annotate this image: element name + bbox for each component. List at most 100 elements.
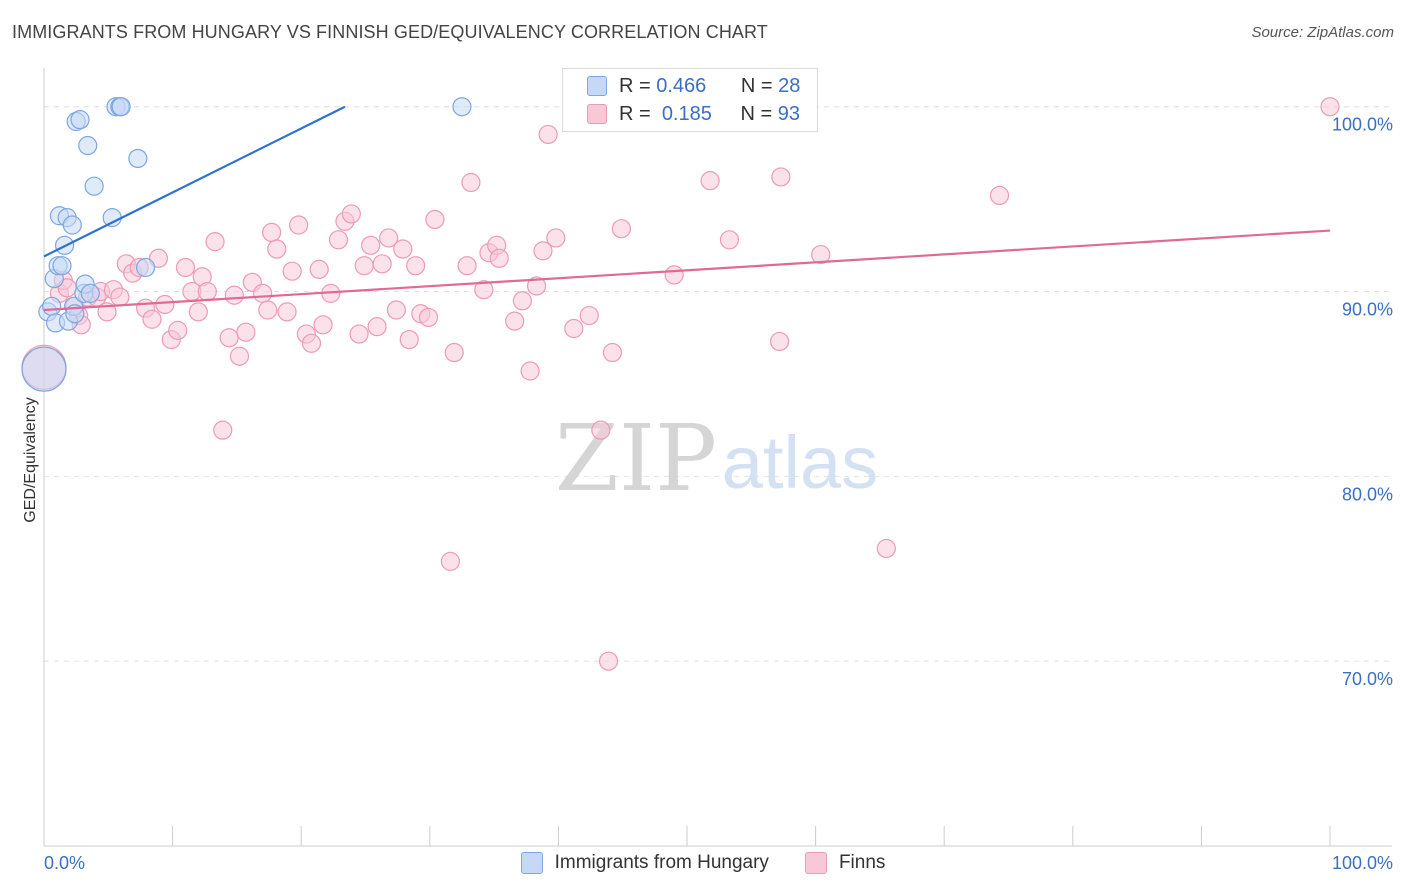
stats-legend: R = 0.466 N = 28 R = 0.185 N = 93: [562, 68, 818, 132]
finns-point: [538, 124, 558, 145]
x-tick-label: 100.0%: [1332, 853, 1393, 873]
legend-swatch-finns: [587, 104, 607, 124]
hungary-point: [111, 97, 131, 117]
finns-point: [505, 311, 525, 331]
finns-point: [110, 287, 130, 307]
hungary-point: [21, 346, 67, 392]
finns-point: [771, 167, 791, 187]
finns-point: [197, 281, 217, 302]
hungary-trend-line: [43, 105, 346, 258]
tick-labels: 70.0% 80.0% 90.0% 100.0% 0.0% 100.0% GED/Equiv…: [22, 115, 1393, 873]
finns-point: [526, 276, 547, 296]
finns-point: [341, 204, 361, 224]
finns-point: [313, 315, 333, 335]
legend-r-label: R =: [619, 102, 651, 125]
hungary-point: [42, 296, 62, 316]
finns-point: [664, 265, 684, 285]
finns-point: [602, 342, 623, 363]
hungary-point: [128, 148, 148, 169]
legend-r-value: 0.466: [656, 74, 707, 97]
finns-point: [700, 171, 720, 191]
y-tick-label: 100.0%: [1332, 115, 1393, 135]
finns-point: [598, 651, 619, 671]
finns-point: [367, 317, 387, 337]
finns-point: [258, 300, 278, 320]
finns-point: [461, 172, 481, 193]
x-tick-label: 0.0%: [44, 853, 85, 873]
finns-trend-line: [43, 229, 1331, 312]
hungary-point: [84, 176, 104, 196]
hungary-point: [452, 97, 472, 117]
trend-lines: [43, 105, 1331, 312]
series-legend: Immigrants from Hungary Finns: [0, 852, 1406, 874]
finns-point: [719, 230, 740, 250]
finns-point: [142, 309, 162, 329]
finns-point: [876, 538, 896, 559]
finns-point: [1320, 97, 1340, 117]
watermark: ZIP atlas: [555, 405, 878, 512]
grid-lines: [44, 106, 1392, 662]
y-axis-label: GED/Equivalency: [22, 397, 39, 522]
finns-point: [811, 244, 831, 265]
finns-point: [379, 228, 399, 248]
finns-point: [989, 185, 1010, 206]
finns-point: [474, 280, 494, 300]
legend-swatch-hungary: [520, 852, 543, 874]
axes: [43, 68, 1392, 847]
legend-item-hungary: Immigrants from Hungary: [520, 852, 769, 874]
legend-n-value: 93: [777, 102, 800, 125]
hungary-point: [80, 283, 100, 303]
finns-point: [361, 235, 381, 255]
finns-point: [301, 333, 322, 353]
finns-point: [267, 239, 287, 259]
legend-n-value: 28: [778, 74, 801, 97]
watermark-atlas: atlas: [722, 421, 878, 504]
chart-source: Source: ZipAtlas.com: [1251, 24, 1394, 41]
legend-item-finns: Finns: [804, 852, 886, 874]
hungary-point: [62, 215, 82, 235]
finns-point: [155, 294, 175, 315]
legend-swatch-finns: [804, 852, 827, 874]
legend-r-value: 0.185: [661, 102, 712, 125]
finns-point: [213, 420, 233, 440]
hungary-point: [78, 135, 98, 156]
finns-points: [21, 97, 1340, 671]
finns-point: [277, 302, 297, 322]
legend-n-label: N =: [740, 74, 773, 97]
finns-point: [372, 254, 392, 274]
legend-label-finns: Finns: [838, 852, 886, 873]
watermark-zip: ZIP: [555, 405, 717, 512]
finns-point: [512, 291, 532, 311]
finns-point: [262, 222, 282, 242]
finns-point: [219, 328, 239, 348]
finns-point: [229, 346, 250, 366]
legend-row-finns: R = 0.185 N = 93: [587, 101, 800, 127]
finns-point: [520, 361, 540, 381]
finns-point: [611, 219, 632, 239]
hungary-point: [52, 256, 72, 276]
finns-point: [349, 324, 369, 344]
y-tick-label: 90.0%: [1342, 300, 1393, 320]
finns-point: [418, 307, 439, 328]
finns-point: [328, 230, 349, 250]
finns-point: [440, 551, 460, 571]
finns-point: [393, 239, 413, 259]
legend-row-hungary: R = 0.466 N = 28: [587, 73, 800, 99]
finns-point: [564, 318, 584, 339]
finns-point: [546, 228, 566, 248]
finns-point: [236, 322, 256, 342]
finns-point: [579, 305, 599, 326]
y-tick-label: 70.0%: [1342, 669, 1393, 689]
finns-point: [188, 302, 208, 322]
finns-point: [309, 259, 329, 279]
y-tick-label: 80.0%: [1342, 484, 1393, 504]
finns-point: [282, 261, 302, 281]
legend-swatch-hungary: [587, 76, 607, 96]
hungary-point: [135, 257, 156, 278]
finns-point: [224, 285, 244, 305]
finns-point: [289, 215, 309, 235]
legend-n-label: N =: [740, 102, 773, 125]
finns-point: [533, 241, 553, 261]
finns-point: [457, 256, 477, 276]
